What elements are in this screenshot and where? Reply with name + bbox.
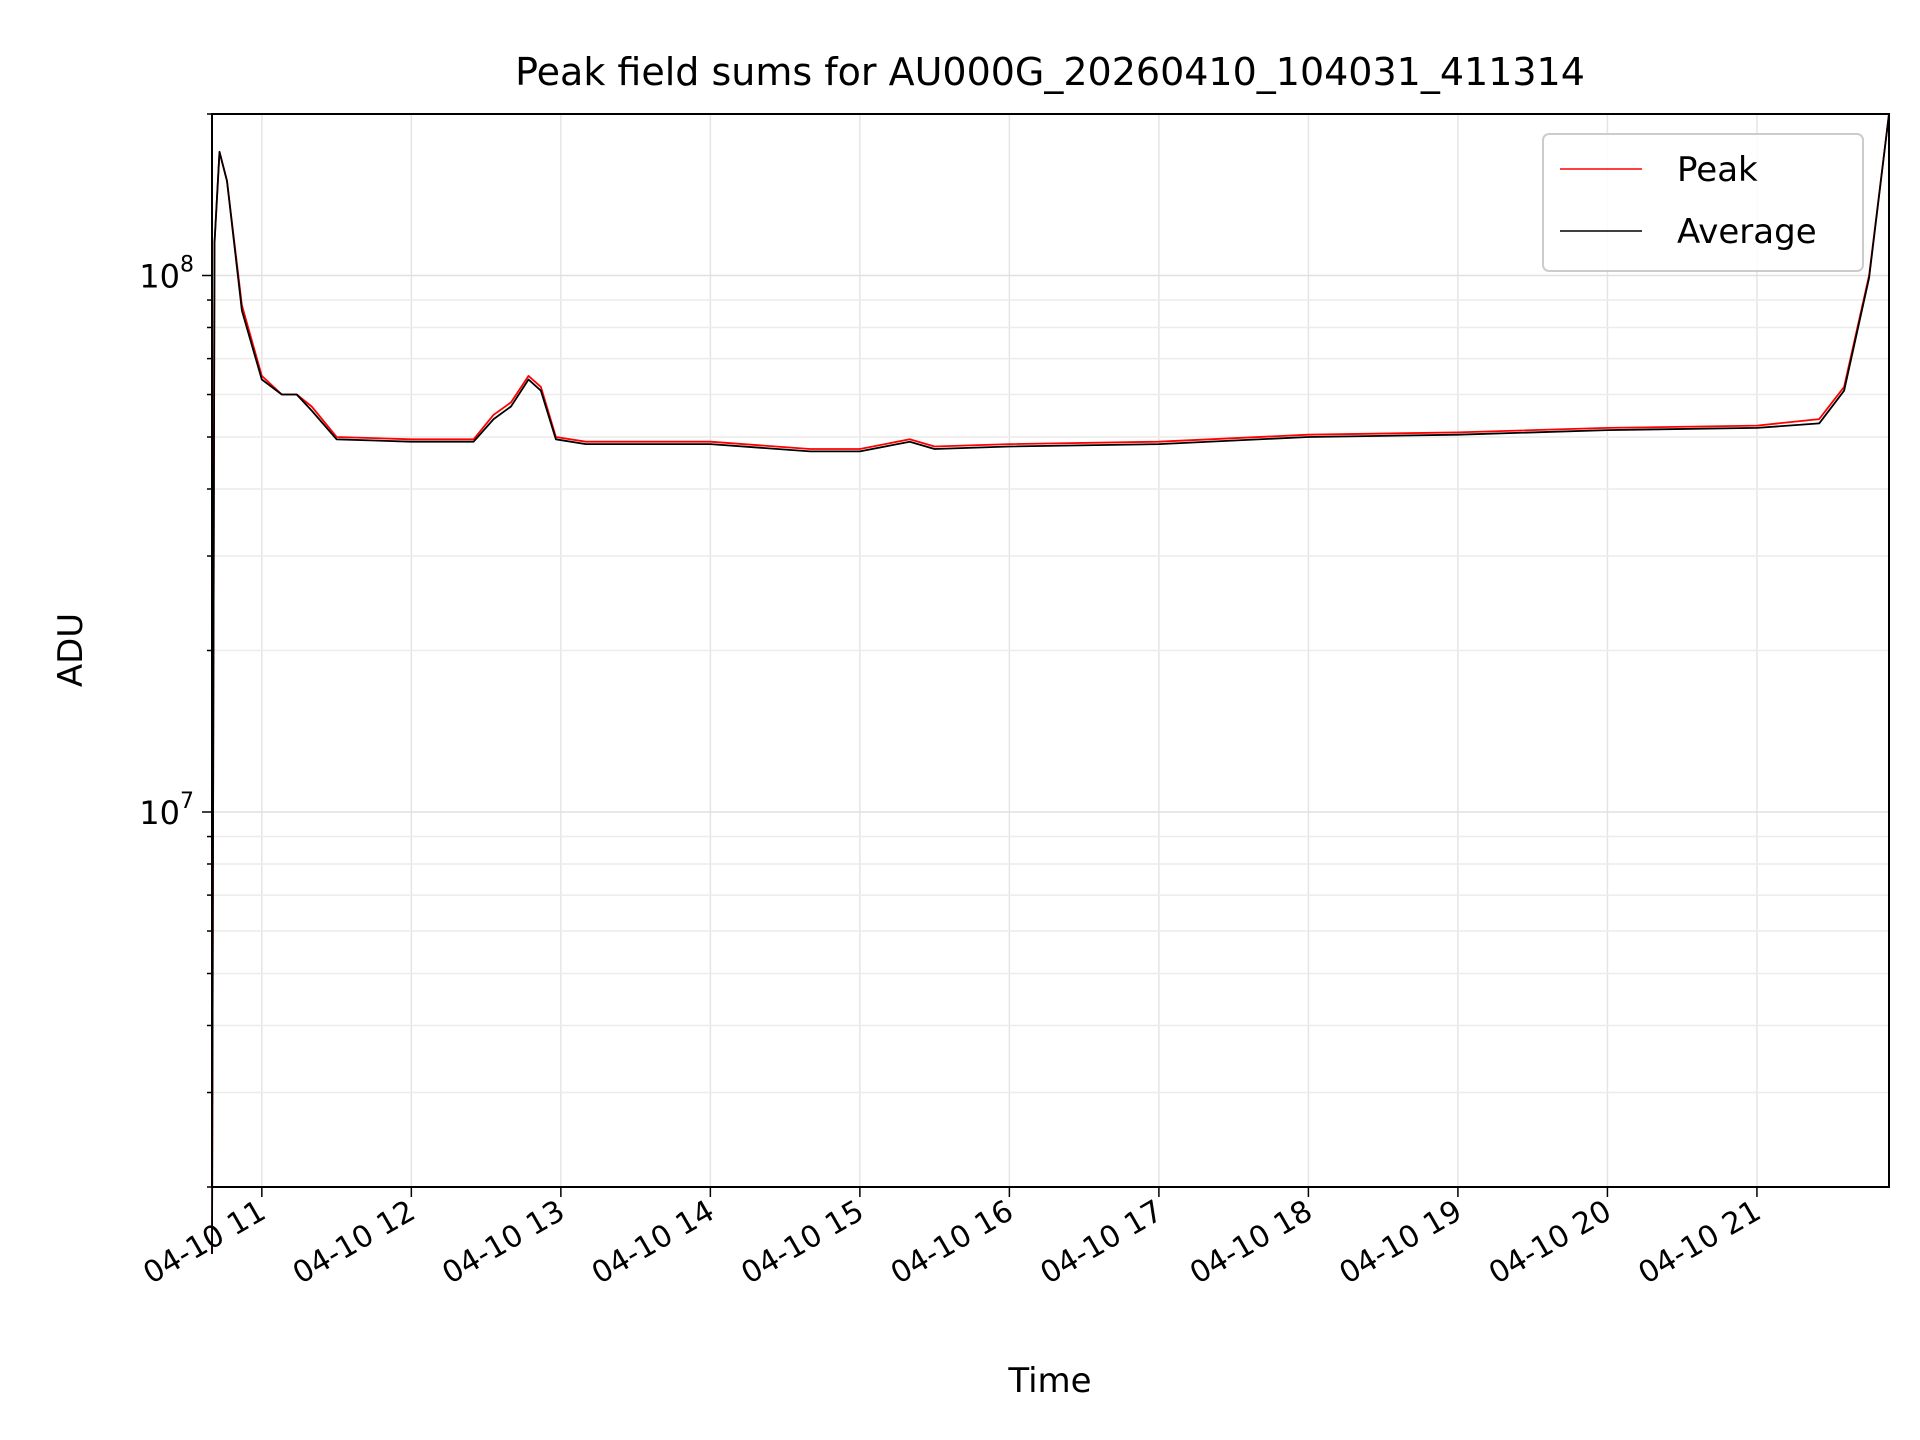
grid: [212, 113, 1889, 1188]
series-line-average: [211, 113, 1890, 1255]
y-tick-label: 107: [139, 789, 194, 832]
y-tick-exponent: 7: [180, 789, 194, 814]
y-tick-exponent: 8: [180, 253, 194, 278]
legend-average-label: Average: [1677, 212, 1817, 252]
x-axis-label: Time: [1007, 1361, 1091, 1401]
series-lines: [211, 113, 1890, 1255]
legend: Peak Average: [1542, 133, 1864, 272]
chart-title: Peak field sums for AU000G_20260410_1040…: [515, 50, 1585, 94]
y-tick-base: 10: [139, 258, 180, 296]
y-axis-label: ADU: [51, 613, 91, 687]
y-tick-label: 108: [139, 253, 194, 296]
legend-peak-label: Peak: [1677, 150, 1758, 190]
y-tick-base: 10: [139, 794, 180, 832]
